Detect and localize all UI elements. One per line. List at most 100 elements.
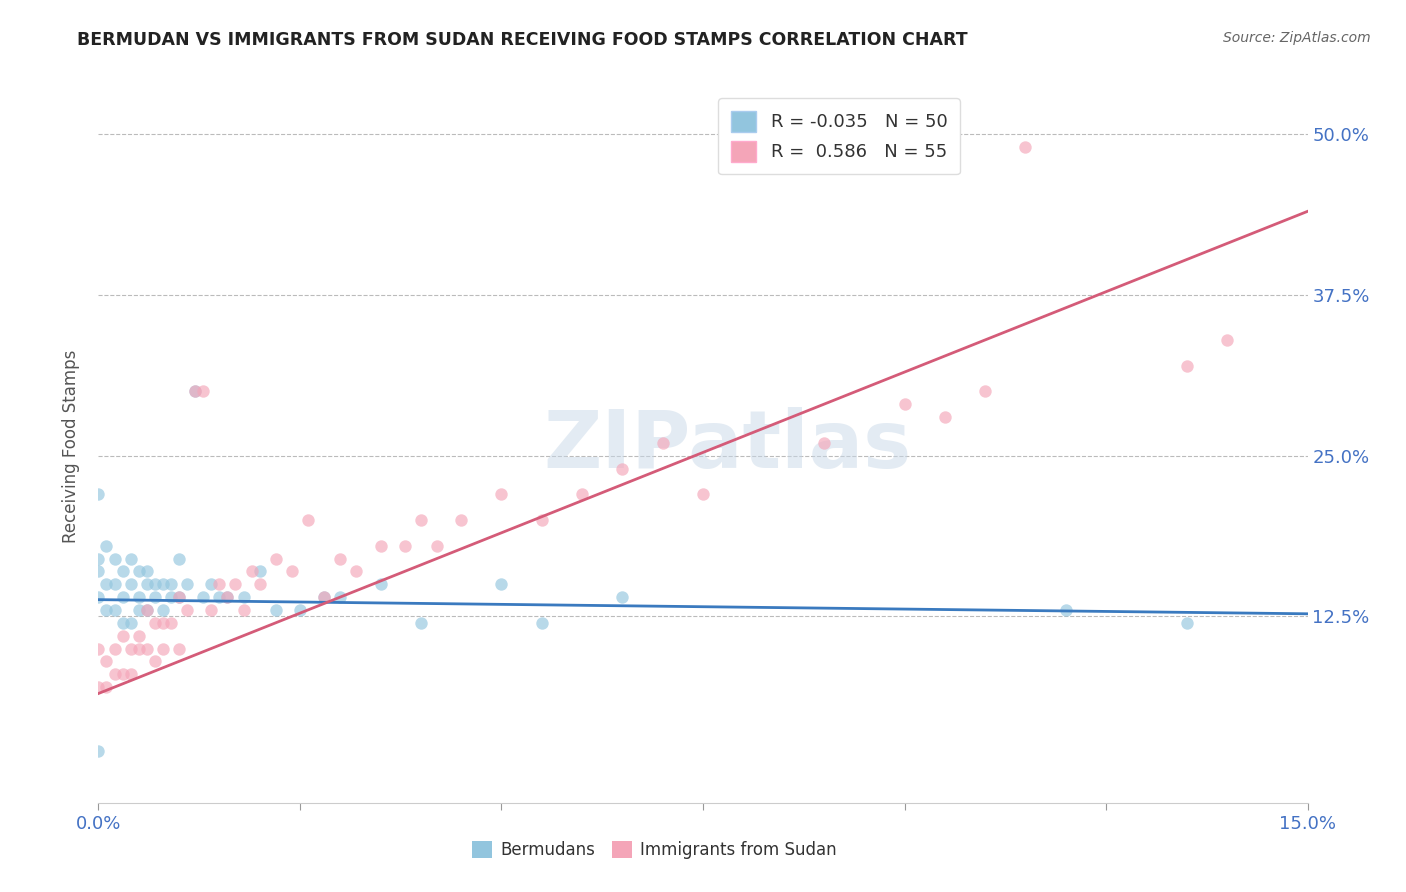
- Point: [167, 590, 190, 604]
- Point: [208, 577, 231, 591]
- Point: [232, 603, 254, 617]
- Point: [692, 487, 714, 501]
- Point: [314, 590, 336, 604]
- Point: [934, 410, 956, 425]
- Point: [143, 654, 166, 668]
- Point: [87, 680, 110, 694]
- Point: [167, 590, 190, 604]
- Point: [1014, 140, 1036, 154]
- Point: [87, 744, 110, 758]
- Point: [87, 641, 110, 656]
- Point: [120, 641, 142, 656]
- Point: [160, 615, 183, 630]
- Point: [135, 565, 157, 579]
- Point: [128, 590, 150, 604]
- Point: [152, 641, 174, 656]
- Point: [1216, 333, 1239, 347]
- Point: [491, 487, 513, 501]
- Point: [249, 577, 271, 591]
- Point: [530, 513, 553, 527]
- Point: [1175, 615, 1198, 630]
- Point: [120, 615, 142, 630]
- Point: [530, 615, 553, 630]
- Point: [120, 667, 142, 681]
- Point: [152, 603, 174, 617]
- Point: [200, 603, 222, 617]
- Point: [111, 590, 134, 604]
- Point: [167, 551, 190, 566]
- Point: [128, 629, 150, 643]
- Point: [232, 590, 254, 604]
- Point: [167, 641, 190, 656]
- Point: [176, 603, 198, 617]
- Point: [193, 384, 215, 399]
- Point: [135, 577, 157, 591]
- Point: [264, 551, 287, 566]
- Point: [160, 577, 183, 591]
- Point: [135, 641, 157, 656]
- Point: [264, 603, 287, 617]
- Point: [111, 615, 134, 630]
- Point: [87, 487, 110, 501]
- Point: [370, 577, 392, 591]
- Point: [103, 641, 125, 656]
- Point: [200, 577, 222, 591]
- Point: [409, 615, 432, 630]
- Text: ZIPatlas: ZIPatlas: [543, 407, 911, 485]
- Point: [813, 435, 835, 450]
- Point: [128, 641, 150, 656]
- Point: [394, 539, 416, 553]
- Point: [1054, 603, 1077, 617]
- Legend: Bermudans, Immigrants from Sudan: Bermudans, Immigrants from Sudan: [465, 834, 844, 866]
- Point: [96, 577, 118, 591]
- Point: [571, 487, 593, 501]
- Point: [143, 590, 166, 604]
- Point: [152, 577, 174, 591]
- Point: [240, 565, 263, 579]
- Point: [152, 615, 174, 630]
- Y-axis label: Receiving Food Stamps: Receiving Food Stamps: [62, 350, 80, 542]
- Point: [103, 577, 125, 591]
- Point: [103, 667, 125, 681]
- Point: [103, 603, 125, 617]
- Point: [143, 615, 166, 630]
- Text: Source: ZipAtlas.com: Source: ZipAtlas.com: [1223, 31, 1371, 45]
- Point: [87, 551, 110, 566]
- Point: [96, 603, 118, 617]
- Point: [208, 590, 231, 604]
- Point: [96, 539, 118, 553]
- Point: [120, 577, 142, 591]
- Point: [893, 397, 915, 411]
- Point: [450, 513, 472, 527]
- Point: [103, 551, 125, 566]
- Point: [111, 667, 134, 681]
- Point: [651, 435, 673, 450]
- Point: [612, 461, 634, 475]
- Point: [143, 577, 166, 591]
- Point: [217, 590, 239, 604]
- Point: [217, 590, 239, 604]
- Text: BERMUDAN VS IMMIGRANTS FROM SUDAN RECEIVING FOOD STAMPS CORRELATION CHART: BERMUDAN VS IMMIGRANTS FROM SUDAN RECEIV…: [77, 31, 967, 49]
- Point: [184, 384, 207, 399]
- Point: [111, 565, 134, 579]
- Point: [426, 539, 449, 553]
- Point: [176, 577, 198, 591]
- Point: [612, 590, 634, 604]
- Point: [96, 654, 118, 668]
- Point: [974, 384, 997, 399]
- Point: [1175, 359, 1198, 373]
- Point: [135, 603, 157, 617]
- Point: [87, 590, 110, 604]
- Point: [193, 590, 215, 604]
- Point: [120, 551, 142, 566]
- Point: [370, 539, 392, 553]
- Point: [128, 565, 150, 579]
- Point: [87, 565, 110, 579]
- Point: [111, 629, 134, 643]
- Point: [288, 603, 311, 617]
- Point: [329, 551, 352, 566]
- Point: [281, 565, 304, 579]
- Point: [96, 680, 118, 694]
- Point: [128, 603, 150, 617]
- Point: [184, 384, 207, 399]
